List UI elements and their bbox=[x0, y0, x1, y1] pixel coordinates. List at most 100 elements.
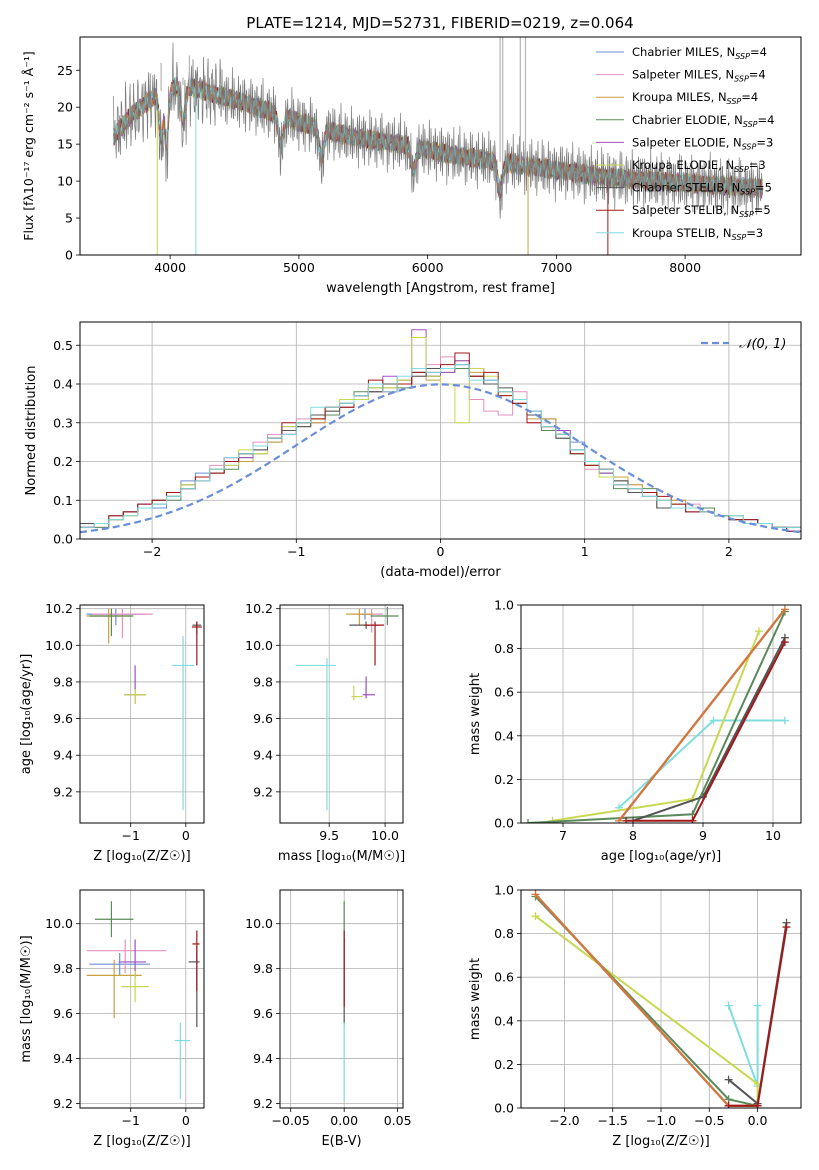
histogram-series bbox=[80, 364, 801, 539]
errorbar-point bbox=[124, 689, 147, 704]
x-tick-label: 0 bbox=[182, 1113, 190, 1128]
x-tick-label: 5000 bbox=[283, 260, 315, 275]
normal-curve bbox=[80, 383, 801, 534]
y-tick-label: 20 bbox=[57, 100, 73, 115]
legend-label: Chabrier ELODIE, NSSP=4 bbox=[632, 113, 774, 129]
y-axis-label: mass weight bbox=[468, 673, 483, 755]
errorbar-point bbox=[89, 952, 150, 976]
x-tick-label: 10.0 bbox=[371, 828, 399, 843]
legend-entry: Chabrier ELODIE, NSSP=4 bbox=[596, 113, 774, 129]
x-tick-label: −0.05 bbox=[272, 1113, 310, 1128]
y-axis-label: age [log₁₀(age/yr)] bbox=[19, 654, 34, 775]
y-tick-label: 10.2 bbox=[245, 601, 273, 616]
y-tick-label: 0.4 bbox=[494, 1013, 514, 1028]
weight-marker bbox=[688, 816, 697, 823]
x-tick-label: 8 bbox=[629, 828, 637, 843]
y-tick-label: 0.4 bbox=[53, 377, 73, 392]
y-tick-label: 9.2 bbox=[53, 1096, 73, 1111]
weight-marker bbox=[531, 912, 540, 921]
x-tick-label: 1 bbox=[581, 544, 589, 559]
plot-area-age-vs-mass bbox=[295, 606, 399, 811]
x-tick-label: 7000 bbox=[540, 260, 572, 275]
legend-entry: Kroupa MILES, NSSP=4 bbox=[596, 90, 758, 106]
weight-marker bbox=[753, 1001, 762, 1010]
errorbar-point bbox=[363, 621, 384, 666]
legend-entry: Salpeter MILES, NSSP=4 bbox=[596, 68, 766, 84]
x-tick-label: 0.05 bbox=[384, 1113, 412, 1128]
y-axis-label: mass weight bbox=[468, 958, 483, 1040]
x-tick-label: −1.5 bbox=[598, 1113, 628, 1128]
weight-marker bbox=[755, 627, 763, 636]
x-tick-label: −1 bbox=[121, 1113, 139, 1128]
weight-marker bbox=[709, 716, 718, 725]
plot-area-spectrum bbox=[113, 37, 763, 255]
y-tick-label: 9.8 bbox=[53, 674, 73, 689]
panel-spectrum: 4000 5000 6000 7000 8000 0 5 10 15 20 25 wavelength… bbox=[21, 36, 802, 296]
x-tick-label: 9.5 bbox=[319, 828, 339, 843]
plot-area-residuals bbox=[80, 329, 801, 539]
y-tick-label: 0.8 bbox=[494, 641, 514, 656]
panel-residuals: −2 −1 0 1 2 0.0 0.1 0.2 0.3 0.4 0.5 (data-model)/er… bbox=[24, 321, 802, 580]
x-tick-label: 0 bbox=[182, 828, 190, 843]
y-tick-label: 1.0 bbox=[494, 883, 514, 898]
y-tick-label: 0.6 bbox=[494, 970, 514, 985]
weight-marker bbox=[524, 819, 532, 823]
figure-title: PLATE=1214, MJD=52731, FIBERID=0219, z=0… bbox=[246, 14, 633, 32]
x-tick-label: 0.0 bbox=[748, 1113, 768, 1128]
errorbar-point bbox=[92, 608, 153, 638]
panel-weight-vs-age: 7 8 9 10 0.0 0.2 0.4 0.6 0.8 1.0 age [log₁₀(age/yr… bbox=[468, 598, 802, 864]
errorbar-point bbox=[351, 685, 363, 701]
plot-area-weight-vs-age bbox=[524, 605, 789, 823]
panel-mass-vs-Z: −1 0 9.2 9.4 9.6 9.8 10.0 Z [log₁₀(Z/Z☉)] mass [… bbox=[19, 889, 205, 1149]
x-axis-label: (data-model)/error bbox=[380, 565, 501, 580]
weight-marker bbox=[622, 816, 630, 823]
y-tick-label: 9.2 bbox=[53, 784, 73, 799]
y-tick-label: 10.0 bbox=[45, 916, 73, 931]
x-tick-label: 4000 bbox=[154, 260, 186, 275]
x-tick-label: 10 bbox=[765, 828, 781, 843]
y-tick-label: 0.8 bbox=[494, 926, 514, 941]
y-axis-label: mass [log₁₀(M/M☉)] bbox=[19, 935, 34, 1062]
errorbar-point bbox=[345, 608, 373, 626]
errorbar-point bbox=[121, 970, 149, 1003]
panel-mass-vs-EBV: −0.05 0.00 0.05 9.2 9.4 9.6 9.8 10.0 E(B-V) bbox=[245, 889, 412, 1149]
y-tick-label: 0 bbox=[65, 248, 73, 263]
y-axis-label: Flux [fλ10⁻¹⁷ erg cm⁻² s⁻¹ Å⁻¹] bbox=[21, 51, 36, 240]
y-tick-label: 9.8 bbox=[253, 961, 273, 976]
legend-label: Salpeter STELIB, NSSP=5 bbox=[632, 203, 771, 219]
errorbar-point bbox=[89, 608, 134, 637]
legend-entry: Chabrier STELIB, NSSP=5 bbox=[596, 181, 772, 197]
y-tick-label: 5 bbox=[65, 211, 73, 226]
y-tick-label: 10.0 bbox=[245, 916, 273, 931]
panel-age-vs-mass: 9.5 10.0 9.2 9.4 9.6 9.8 10.0 10.2 mass [log₁₀(M… bbox=[245, 601, 405, 864]
legend-entry: Chabrier MILES, NSSP=4 bbox=[596, 45, 767, 61]
x-axis-label: wavelength [Angstrom, rest frame] bbox=[326, 281, 555, 296]
y-axis-label: Normed distribution bbox=[24, 366, 39, 496]
y-tick-label: 9.6 bbox=[53, 711, 73, 726]
y-tick-label: 15 bbox=[57, 137, 73, 152]
y-tick-label: 9.4 bbox=[53, 748, 73, 763]
axes-frame bbox=[79, 36, 802, 256]
weight-marker bbox=[724, 1101, 733, 1108]
y-tick-label: 25 bbox=[57, 63, 73, 78]
errorbar-point bbox=[295, 658, 336, 811]
panel-age-vs-Z: −1 0 9.2 9.4 9.6 9.8 10.0 10.2 Z [log₁₀(Z/Z☉)] ag… bbox=[19, 601, 205, 864]
errorbar-point bbox=[94, 901, 134, 938]
weight-marker bbox=[780, 716, 789, 725]
x-tick-label: −1 bbox=[121, 828, 139, 843]
weight-marker bbox=[615, 816, 623, 823]
y-tick-label: 9.4 bbox=[253, 1051, 273, 1066]
errorbar-point bbox=[86, 959, 142, 1019]
weight-marker bbox=[780, 638, 789, 647]
x-tick-label: 2 bbox=[725, 544, 733, 559]
legend-label: Salpeter ELODIE, NSSP=3 bbox=[632, 135, 773, 151]
axes-frame bbox=[79, 604, 205, 824]
errorbar-point bbox=[191, 621, 202, 666]
x-axis-label: mass [log₁₀(M/M☉)] bbox=[278, 849, 405, 864]
legend-entry: Kroupa ELODIE, NSSP=3 bbox=[596, 158, 766, 174]
x-tick-label: 7 bbox=[559, 828, 567, 843]
y-tick-label: 9.8 bbox=[253, 674, 273, 689]
weight-marker bbox=[531, 890, 540, 899]
y-tick-label: 10.2 bbox=[45, 601, 73, 616]
